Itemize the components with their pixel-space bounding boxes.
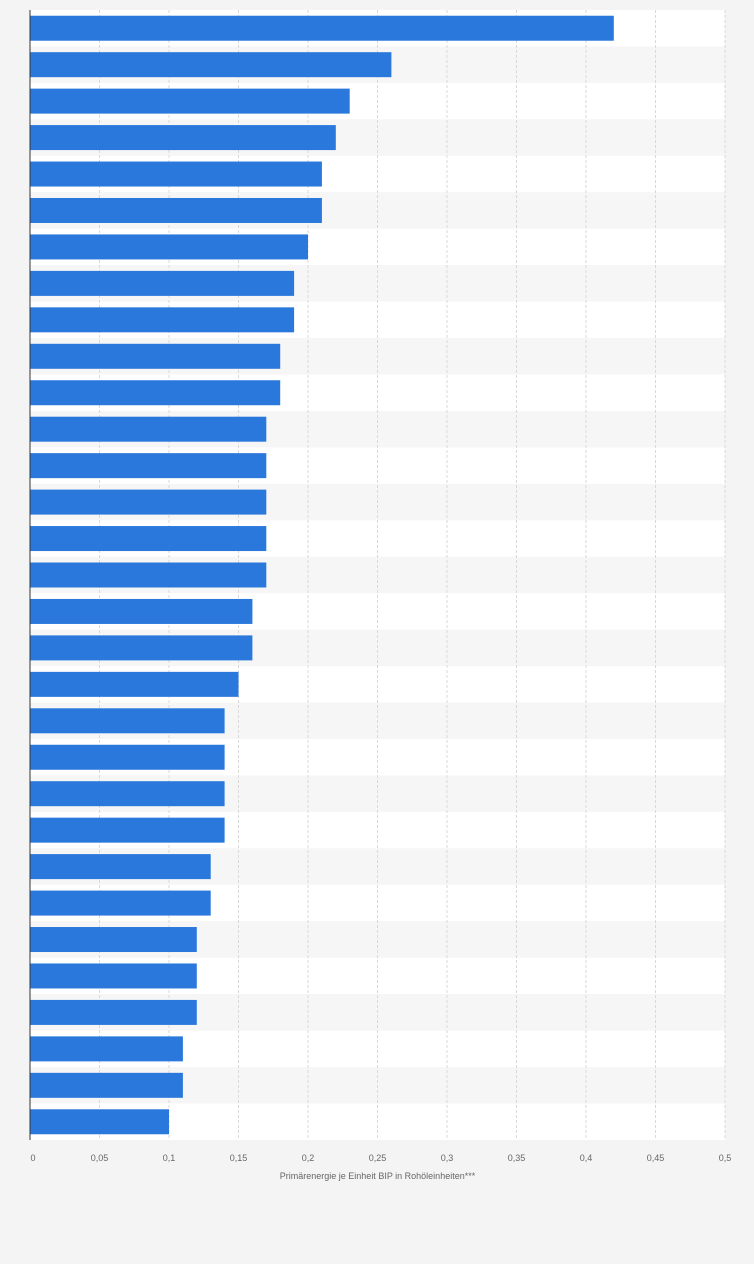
x-tick-label: 0,1 [163,1153,176,1163]
bar [30,380,281,406]
bar [30,708,225,734]
bars [30,15,614,1135]
bar [30,526,267,552]
x-tick-label: 0,35 [508,1153,526,1163]
bar [30,1109,169,1135]
bar [30,817,225,843]
x-tick-label: 0,5 [719,1153,732,1163]
bar [30,671,239,697]
bar [30,234,308,260]
bar [30,88,350,114]
bar [30,1036,183,1062]
bar [30,453,267,479]
x-tick-label: 0,25 [369,1153,387,1163]
bar [30,927,197,953]
bar [30,744,225,770]
bar [30,161,322,187]
x-tick-labels: 0 0,05 0,1 0,15 0,2 0,25 0,3 0,35 0,4 0,45 0,5 [30,1153,731,1163]
bar [30,635,253,661]
x-tick-label: 0,4 [580,1153,593,1163]
x-tick-label: 0,3 [441,1153,454,1163]
bar [30,963,197,989]
bar [30,343,281,369]
bar [30,781,225,807]
x-tick-label: 0 [30,1153,35,1163]
x-tick-label: 0,2 [302,1153,315,1163]
bar [30,489,267,515]
bar [30,270,295,296]
bar [30,307,295,333]
x-tick-label: 0,15 [230,1153,248,1163]
bar [30,197,322,223]
x-axis-label: Primärenergie je Einheit BIP in Rohölein… [280,1171,476,1181]
bar [30,416,267,442]
bar [30,15,614,41]
bar [30,125,336,151]
x-tick-label: 0,45 [647,1153,665,1163]
bar [30,999,197,1025]
bar [30,1072,183,1098]
bar [30,854,211,880]
bar [30,598,253,624]
bar [30,890,211,916]
bar [30,52,392,78]
x-tick-label: 0,05 [91,1153,109,1163]
bar [30,562,267,588]
